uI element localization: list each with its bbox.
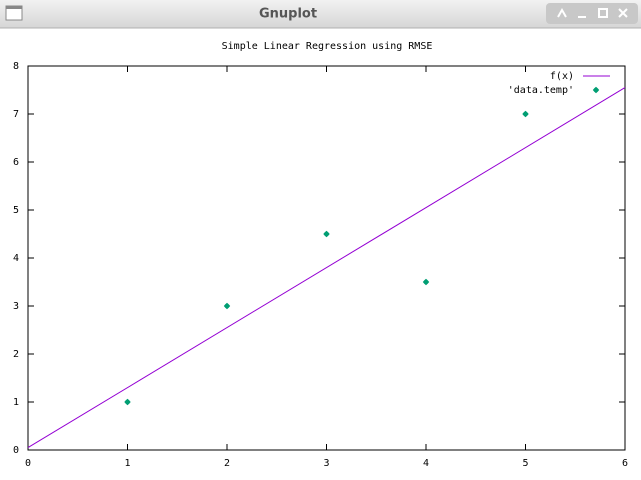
data-point bbox=[223, 302, 231, 310]
x-tick-label: 5 bbox=[522, 458, 528, 469]
y-tick-label: 6 bbox=[13, 157, 19, 168]
chart-title: Simple Linear Regression using RMSE bbox=[222, 41, 433, 52]
legend-label: 'data.temp' bbox=[508, 85, 574, 96]
regression-line bbox=[27, 87, 626, 449]
x-tick-label: 4 bbox=[423, 458, 429, 469]
maximize-button[interactable] bbox=[598, 8, 608, 18]
data-point bbox=[422, 278, 430, 286]
x-tick-label: 2 bbox=[224, 458, 230, 469]
window-title: Gnuplot bbox=[259, 7, 317, 22]
close-button[interactable] bbox=[618, 8, 628, 18]
y-tick-label: 8 bbox=[13, 61, 19, 72]
y-tick-label: 3 bbox=[13, 301, 19, 312]
x-tick-label: 3 bbox=[323, 458, 329, 469]
x-tick-label: 1 bbox=[124, 458, 130, 469]
title-bar bbox=[0, 0, 641, 28]
y-tick-label: 1 bbox=[13, 397, 19, 408]
shade-button[interactable] bbox=[557, 7, 567, 18]
x-tick-label: 0 bbox=[25, 458, 31, 469]
x-tick-label: 6 bbox=[622, 458, 628, 469]
plot-window bbox=[0, 29, 641, 476]
legend-label: f(x) bbox=[550, 71, 574, 82]
y-tick-label: 0 bbox=[13, 445, 19, 456]
data-point bbox=[323, 230, 330, 238]
window-icon-bar bbox=[6, 6, 22, 9]
y-tick-label: 5 bbox=[13, 205, 19, 216]
y-tick-label: 4 bbox=[13, 253, 19, 264]
data-point bbox=[522, 110, 529, 118]
data-point bbox=[124, 398, 131, 406]
window-controls bbox=[546, 3, 638, 24]
y-tick-label: 7 bbox=[13, 109, 19, 120]
y-tick-label: 2 bbox=[13, 349, 19, 360]
legend-swatch bbox=[592, 86, 600, 94]
